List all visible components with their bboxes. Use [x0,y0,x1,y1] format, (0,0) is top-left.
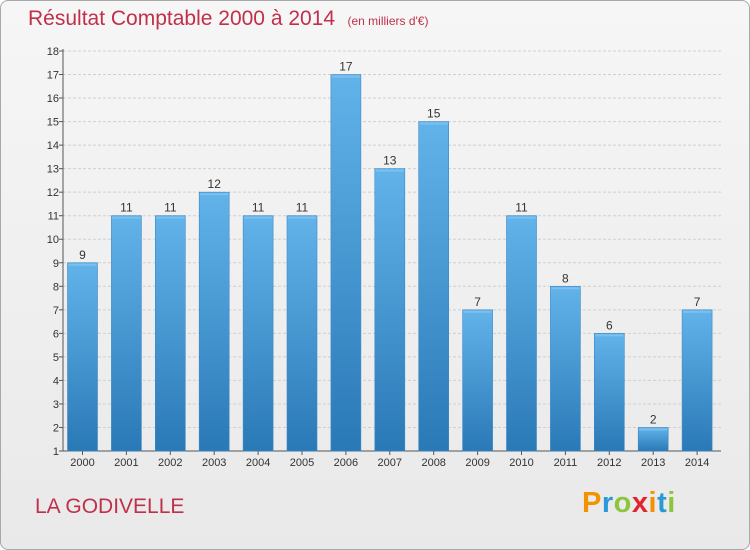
bar-highlight [156,216,185,219]
x-tick-label: 2014 [685,457,709,469]
y-tick-label: 5 [53,352,59,364]
y-tick-label: 2 [53,422,59,434]
y-tick-label: 8 [53,281,59,293]
bar-highlight [463,310,492,313]
data-label: 7 [474,295,481,309]
title-row: Résultat Comptable 2000 à 2014 (en milli… [28,7,428,31]
bar-highlight [288,216,316,219]
y-tick-label: 14 [47,140,59,152]
bar [681,309,713,452]
data-label: 11 [252,201,265,215]
logo-letter: r [601,487,614,519]
bar-highlight [375,169,404,172]
y-tick-label: 6 [53,328,59,340]
bar-highlight [244,216,273,219]
x-tick-label: 2000 [70,457,94,469]
data-label: 12 [208,177,222,191]
bar [418,121,450,452]
logo-letter: x [631,487,649,519]
data-label: 17 [339,60,353,74]
bars [67,74,713,452]
y-tick-label: 15 [47,117,59,129]
logo-letter: P [582,487,602,519]
data-label: 9 [79,248,86,262]
y-tick-label: 11 [48,211,59,223]
bar-highlight [200,193,229,196]
x-tick-label: 2005 [290,457,314,469]
bar-highlight [112,216,141,219]
x-tick-label: 2002 [158,457,182,469]
bar-highlight [419,122,448,125]
data-label: 11 [164,201,177,215]
bar-highlight [507,216,536,219]
y-tick-label: 3 [53,399,59,411]
y-tick-label: 1 [53,446,59,458]
x-tick-label: 2003 [202,457,226,469]
bar-highlight [551,287,580,290]
x-tick-label: 2006 [334,457,358,469]
bar-highlight [68,263,97,266]
chart-subtitle: (en milliers d'€) [347,14,429,28]
x-tick-label: 2004 [246,457,270,469]
y-tick-label: 17 [47,70,59,82]
bar [67,262,98,452]
bar [637,427,669,452]
bar-highlight [683,310,712,313]
x-tick-label: 2007 [378,457,402,469]
data-label: 6 [606,318,613,332]
logo-letter: i [667,487,676,519]
data-label: 7 [694,295,701,309]
y-tick-label: 9 [53,258,59,270]
data-label: 8 [562,271,569,285]
x-tick-label: 2001 [114,457,138,469]
data-label: 2 [650,412,657,426]
x-tick-label: 2008 [421,457,445,469]
y-tick-label: 10 [47,234,59,246]
bar-highlight [639,428,668,431]
data-label: 11 [515,201,528,215]
y-tick-label: 18 [47,46,59,58]
y-tick-label: 7 [53,305,59,317]
y-tick-label: 16 [47,93,59,105]
bar [550,285,581,452]
bar-highlight [331,75,360,78]
bar [462,309,493,452]
data-label: 15 [427,107,441,121]
logo-letter: o [613,487,632,519]
bar [593,333,625,452]
data-label: 11 [120,201,133,215]
bar-highlight [595,334,624,337]
bar [198,191,230,452]
commune-name: LA GODIVELLE [35,495,185,518]
proxiti-logo: Proxiti [582,487,676,520]
logo-letter: i [648,487,658,519]
chart-title: Résultat Comptable 2000 à 2014 [28,7,336,30]
logo-letter: t [657,487,668,519]
bar [330,74,362,452]
bar [111,215,142,452]
y-tick-label: 4 [53,375,59,387]
bar [242,215,274,452]
y-tick-label: 12 [47,187,59,199]
labels: 1234567891011121314151617189200011200111… [47,46,710,469]
data-label: 13 [383,154,397,168]
data-label: 11 [296,201,309,215]
bar [506,215,537,452]
x-tick-label: 2010 [509,457,533,469]
x-tick-label: 2012 [597,457,621,469]
y-tick-label: 13 [47,164,59,176]
bar [155,215,186,452]
x-tick-label: 2011 [554,457,578,469]
bar [286,215,318,452]
bar [374,168,406,452]
x-tick-label: 2009 [465,457,489,469]
x-tick-label: 2013 [641,457,665,469]
